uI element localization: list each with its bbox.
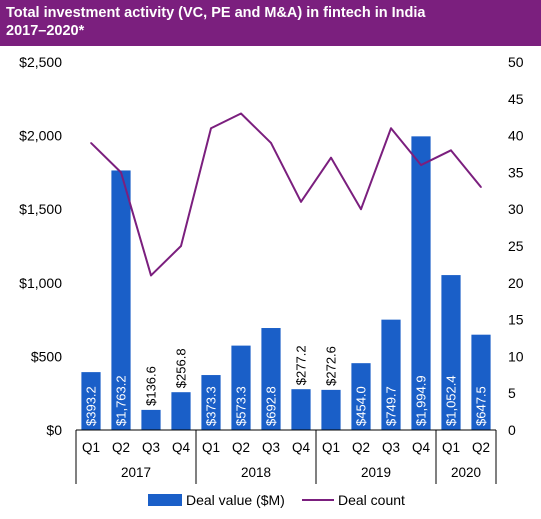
year-group-label: 2019 [361,465,391,480]
y-left-tick-label: $500 [31,348,62,364]
deal-count-point [240,112,242,115]
bar-data-label: $256.8 [174,348,189,388]
bar-data-label: $1,763.2 [114,375,129,426]
y-right-tick-label: 50 [508,54,524,70]
deal-count-point [210,127,212,130]
y-right-tick-label: 45 [508,91,524,107]
bar [261,328,281,430]
deal-count-point [300,201,302,203]
chart-title-bar: Total investment activity (VC, PE and M&… [0,0,541,46]
y-right-tick-label: 35 [508,164,524,180]
category-label: Q1 [322,440,340,455]
deal-count-point [480,186,482,188]
deal-count-point [420,164,422,166]
bar-data-label: $692.8 [264,386,279,426]
y-right-tick-label: 25 [508,238,524,254]
bar-data-label: $373.3 [204,386,219,426]
category-label: Q1 [442,440,460,455]
y-left-tick-label: $1,000 [19,275,62,291]
y-right-tick-label: 15 [508,312,524,328]
bar-data-label: $1,052.4 [444,375,459,426]
deal-count-point [150,274,152,277]
deal-count-point [180,245,182,247]
combo-chart: $0 $500 $1,000 $1,500 $2,000 $2,500 0 5 10 15 20 25… [19,54,524,508]
bar-data-label: $749.7 [384,386,399,426]
legend-swatch-deal-value [148,494,182,506]
bar-data-label: $393.2 [84,386,99,426]
category-label: Q3 [142,440,160,455]
bar [201,375,221,430]
chart-title: Total investment activity (VC, PE and M&… [6,5,426,21]
deal-count-point [270,142,272,144]
bar [411,136,431,431]
deal-count-point [330,156,332,159]
y-left-tick-label: $2,500 [19,54,62,70]
category-label: Q2 [352,440,370,455]
chart-subtitle: 2017–2020* [6,23,85,39]
bar-data-label: $573.3 [234,386,249,426]
bar [441,275,461,430]
bar [231,345,251,430]
category-label: Q1 [202,440,220,455]
bar-data-label: $454.0 [354,386,369,426]
bar-data-label: $1,994.9 [414,375,429,426]
bar-data-label: $277.2 [294,345,309,385]
y-left-tick-label: $1,500 [19,201,62,217]
legend-label-deal-value: Deal value ($M) [186,492,285,508]
bar [351,363,371,430]
year-group-label: 2017 [121,465,151,480]
deal-count-point [450,149,452,152]
year-group-label: 2018 [241,465,271,480]
deal-count-line [90,112,482,277]
category-label: Q3 [262,440,280,455]
y-right-tick-label: 0 [508,422,516,438]
category-label: Q4 [172,440,191,455]
year-group-label: 2020 [451,465,481,480]
category-label: Q4 [292,440,311,455]
category-label: Q2 [472,440,490,455]
bar-data-label: $272.6 [324,346,339,386]
bar [171,392,191,430]
y-right-tick-label: 20 [508,275,524,291]
y-right-tick-label: 30 [508,201,524,217]
category-label: Q4 [412,440,431,455]
bar [141,409,161,430]
bar [81,372,101,430]
category-label: Q2 [232,440,250,455]
deal-count-point [360,208,362,210]
bar [321,389,341,430]
bar [471,334,491,430]
deal-count-point [90,142,92,144]
y-left-tick-label: $0 [46,422,62,438]
y-right-tick-label: 10 [508,348,524,364]
category-label: Q1 [82,440,100,455]
deal-count-point [390,127,392,130]
bar [111,170,131,430]
bar [381,319,401,430]
y-right-tick-label: 40 [508,128,524,144]
y-left-tick-label: $2,000 [19,128,62,144]
y-right-tick-label: 5 [508,385,516,401]
category-label: Q3 [382,440,400,455]
legend-label-deal-count: Deal count [338,492,405,508]
category-label: Q2 [112,440,130,455]
deal-count-point [120,171,122,174]
bar-data-label: $136.6 [144,366,159,406]
bar [291,389,311,430]
bar-data-label: $647.5 [474,386,489,426]
